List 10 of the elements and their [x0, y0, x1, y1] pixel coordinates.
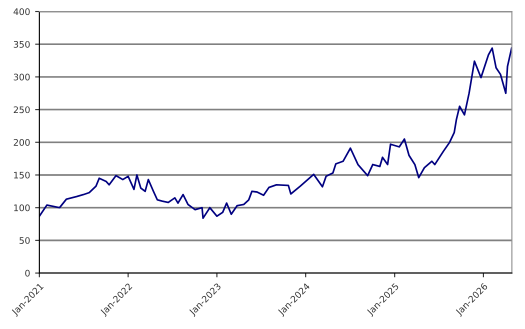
- y-tick-label: 200: [14, 139, 30, 146]
- y-tick-label: 0: [25, 270, 30, 277]
- y-tick-label: 50: [20, 237, 30, 244]
- y-tick-label: 400: [14, 8, 30, 16]
- y-tick-label: 150: [14, 172, 30, 179]
- line-series: [39, 47, 512, 219]
- y-tick-label: 100: [14, 204, 30, 212]
- y-tick-label: 350: [14, 40, 30, 48]
- y-tick-label: 250: [14, 106, 30, 114]
- y-tick-label: 300: [14, 74, 30, 80]
